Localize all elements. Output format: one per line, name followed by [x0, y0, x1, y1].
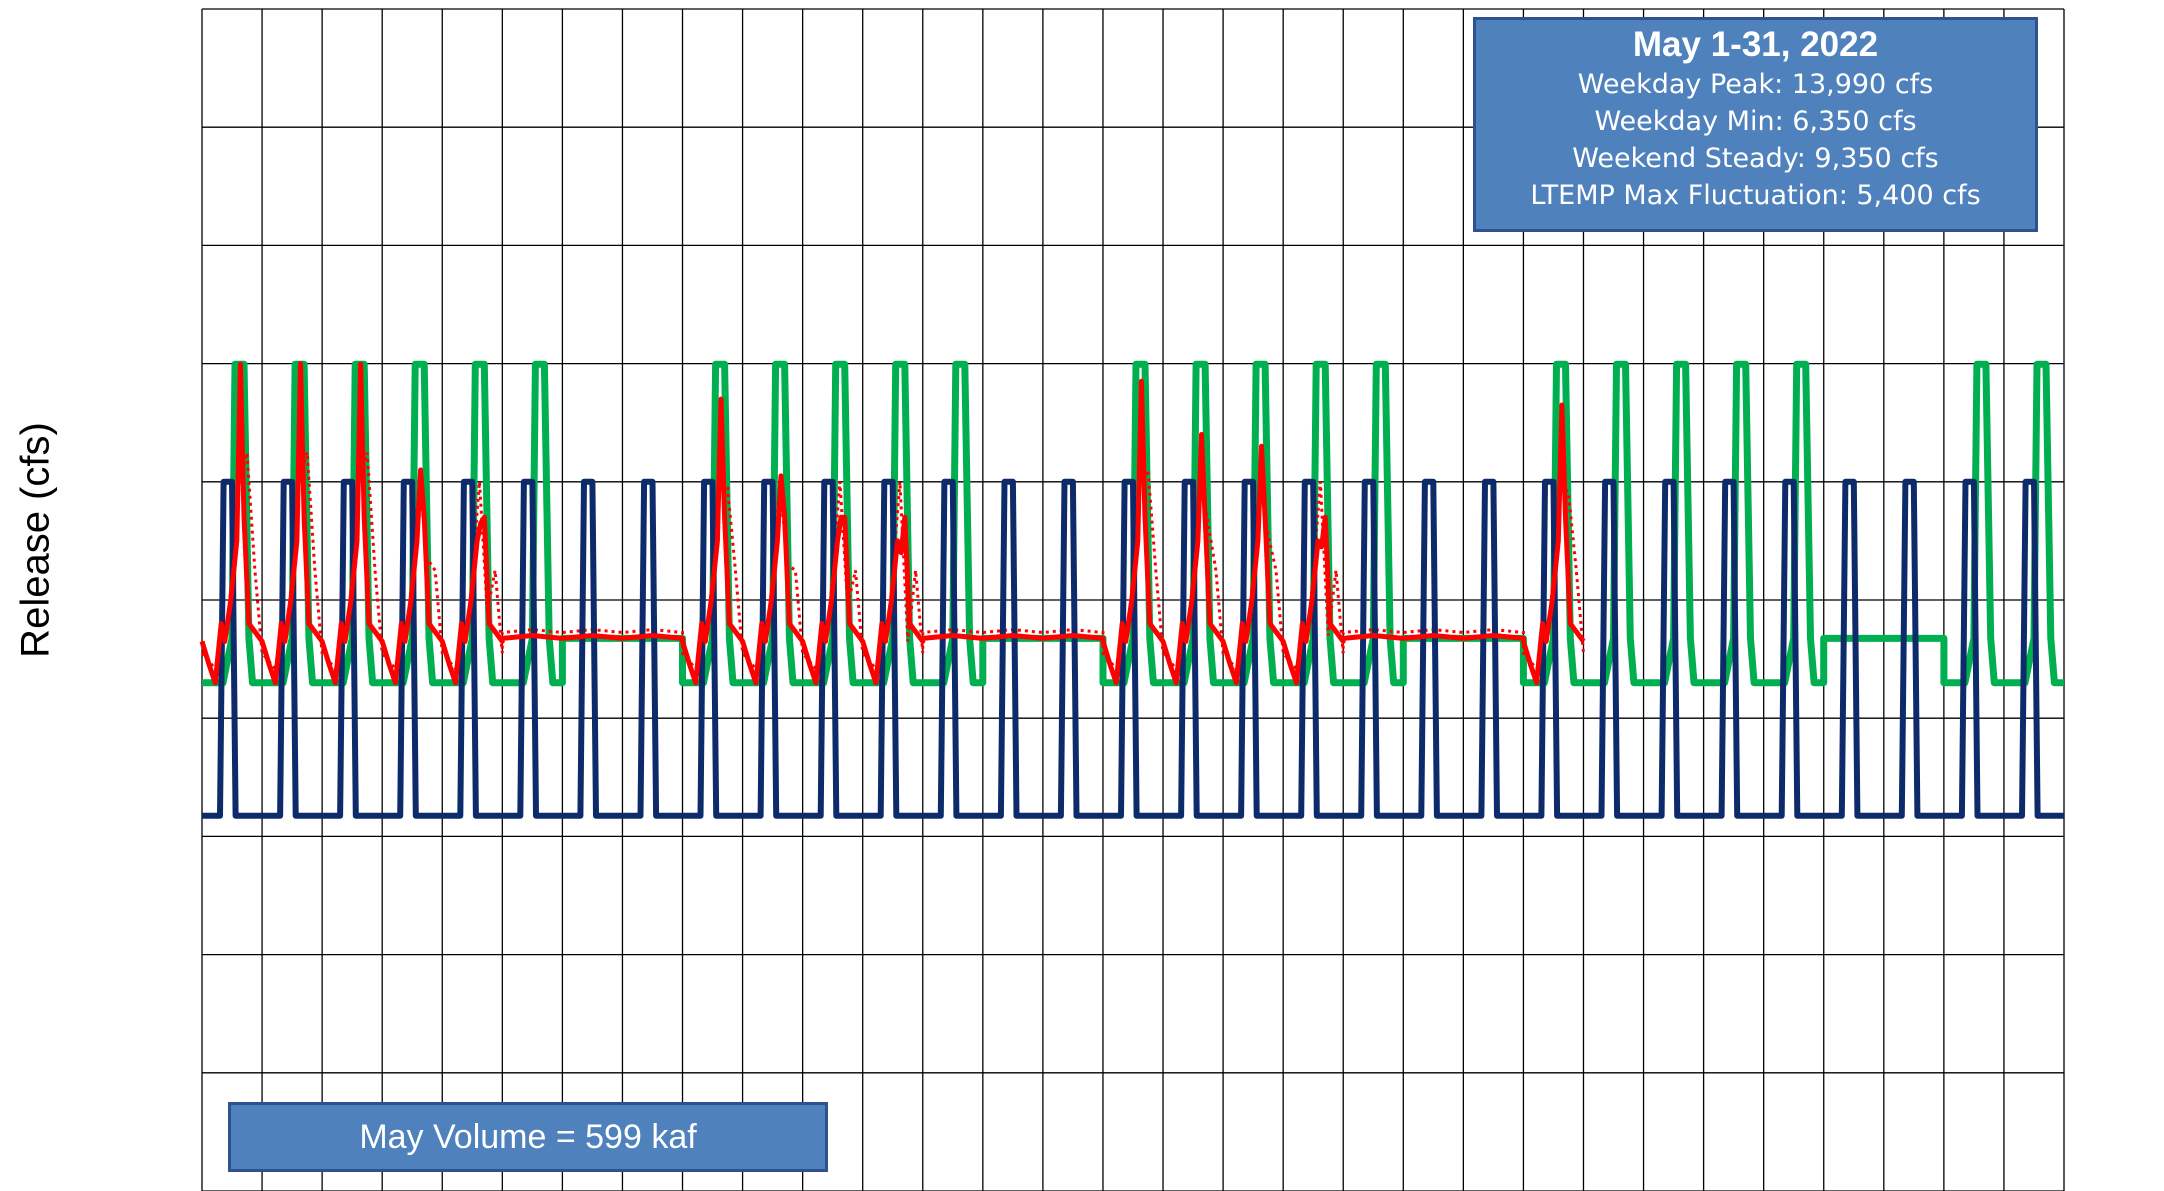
y-axis-label: Release (cfs)	[13, 422, 58, 658]
summary-box: May 1-31, 2022 Weekday Peak: 13,990 cfs …	[1473, 17, 2038, 232]
summary-title: May 1-31, 2022	[1632, 25, 1879, 64]
summary-line-weekend-steady: Weekend Steady: 9,350 cfs	[1572, 143, 1939, 174]
series-line-blue	[202, 478, 2064, 819]
volume-label: May Volume = 599 kaf	[359, 1117, 697, 1156]
chart-grid	[201, 8, 2065, 1191]
summary-line-ltemp-max: LTEMP Max Fluctuation: 5,400 cfs	[1530, 180, 1981, 211]
summary-line-weekday-peak: Weekday Peak: 13,990 cfs	[1577, 69, 1934, 100]
volume-box: May Volume = 599 kaf	[228, 1102, 828, 1172]
summary-line-weekday-min: Weekday Min: 6,350 cfs	[1594, 106, 1917, 137]
chart-series	[199, 360, 2064, 819]
series-line-red	[199, 361, 1586, 686]
